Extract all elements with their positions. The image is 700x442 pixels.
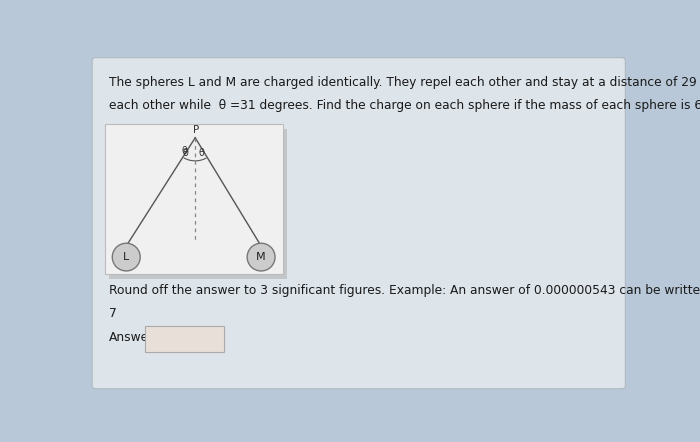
FancyBboxPatch shape — [109, 129, 288, 278]
Text: θ: θ — [181, 146, 188, 156]
Text: M: M — [256, 252, 266, 262]
Text: Answer:: Answer: — [109, 332, 158, 344]
Text: The spheres L and M are charged identically. They repel each other and stay at a: The spheres L and M are charged identica… — [109, 76, 700, 89]
Text: θ: θ — [199, 148, 204, 158]
Circle shape — [112, 243, 140, 271]
FancyBboxPatch shape — [92, 57, 625, 389]
Text: L: L — [123, 252, 130, 262]
FancyBboxPatch shape — [104, 124, 283, 274]
Text: θ: θ — [183, 148, 189, 158]
Circle shape — [247, 243, 275, 271]
FancyBboxPatch shape — [145, 326, 224, 352]
Text: Round off the answer to 3 significant figures. Example: An answer of 0.000000543: Round off the answer to 3 significant fi… — [109, 284, 700, 297]
Text: P: P — [193, 125, 199, 135]
Text: 7: 7 — [109, 307, 117, 320]
Text: each other while  θ =31 degrees. Find the charge on each sphere if the mass of e: each other while θ =31 degrees. Find the… — [109, 99, 700, 112]
